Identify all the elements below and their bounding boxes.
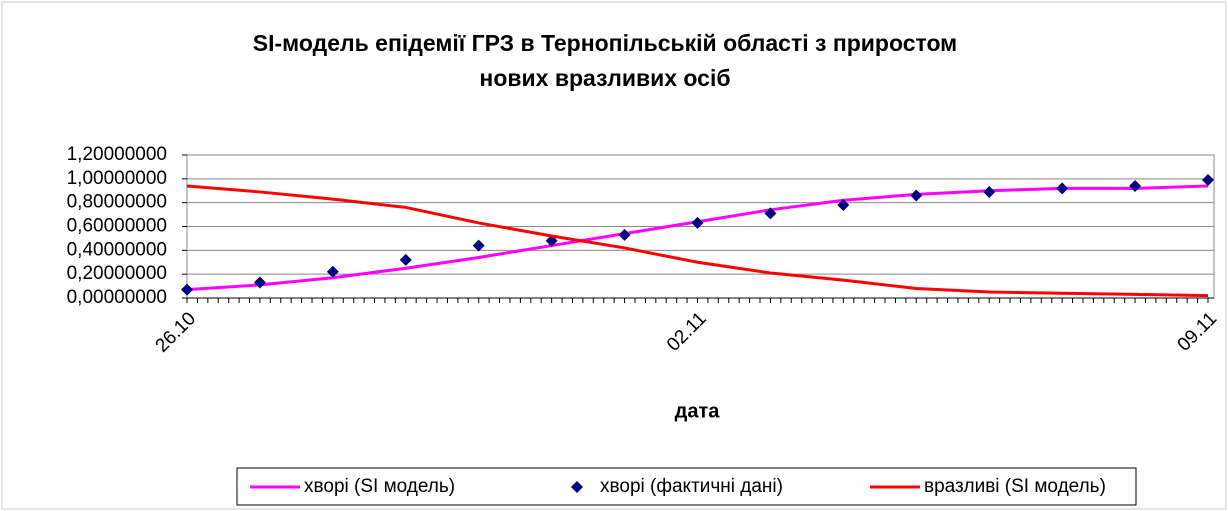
legend-label: вразливі (SI модель) — [924, 476, 1106, 497]
y-tick-label: 1,20000000 — [67, 144, 167, 165]
data-point — [764, 207, 777, 220]
data-point — [837, 199, 850, 212]
legend-swatch — [571, 481, 583, 493]
y-tick-label: 0,40000000 — [67, 239, 167, 260]
x-axis-label: дата — [675, 400, 721, 422]
y-tick-label: 0,60000000 — [67, 216, 167, 237]
data-point — [1202, 174, 1214, 187]
data-point — [181, 283, 193, 296]
legend-box — [236, 467, 1137, 506]
chart-title: нових вразливих осіб — [479, 65, 730, 91]
data-point — [691, 216, 704, 229]
series-line — [186, 184, 1209, 298]
y-tick-label: 1,00000000 — [67, 168, 167, 189]
y-tick-label: 0,00000000 — [67, 287, 167, 308]
data-point — [618, 228, 631, 241]
y-tick-label: 0,80000000 — [67, 192, 167, 213]
data-point — [1129, 179, 1142, 192]
data-point — [983, 185, 996, 198]
y-tick-label: 0,20000000 — [67, 263, 167, 284]
data-point — [472, 239, 485, 252]
data-point — [399, 253, 412, 266]
data-point — [910, 189, 923, 202]
data-point — [326, 265, 339, 278]
chart-title: SI-модель епідемії ГРЗ в Тернопільській … — [253, 30, 957, 56]
legend-label: хворі (фактичні дані) — [600, 476, 783, 497]
data-point — [1056, 182, 1069, 195]
data-point — [253, 276, 266, 289]
legend-label: хворі (SI модель) — [304, 476, 455, 497]
